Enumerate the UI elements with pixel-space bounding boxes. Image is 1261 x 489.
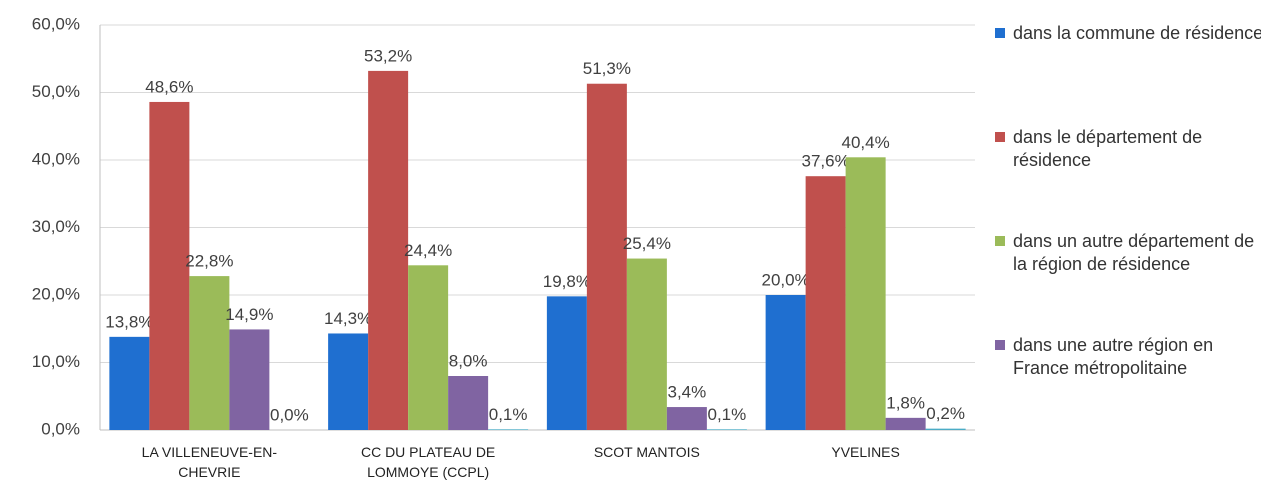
- y-tick-label: 60,0%: [32, 14, 80, 33]
- bar: [885, 417, 926, 430]
- x-tick-label: LA VILLENEUVE-EN-CHEVRIE: [141, 444, 278, 480]
- bar: [488, 429, 529, 430]
- legend-entry: dans un autre département de la région d…: [995, 230, 1261, 276]
- bar: [229, 329, 270, 430]
- bar: [626, 258, 667, 430]
- data-label: 22,8%: [185, 252, 233, 271]
- bar: [765, 295, 806, 430]
- bar: [149, 101, 190, 430]
- bar: [706, 429, 747, 430]
- bar: [109, 336, 150, 430]
- data-label: 14,9%: [225, 305, 273, 324]
- data-label: 3,4%: [668, 383, 707, 402]
- bar: [448, 376, 489, 430]
- data-label: 20,0%: [762, 270, 810, 289]
- legend-entry: dans une autre région en France métropol…: [995, 334, 1261, 380]
- data-label: 0,2%: [926, 404, 965, 423]
- data-label: 8,0%: [449, 351, 488, 370]
- y-tick-label: 0,0%: [41, 419, 80, 438]
- data-label: 0,0%: [270, 405, 309, 424]
- bar: [586, 83, 627, 430]
- y-tick-label: 50,0%: [32, 82, 80, 101]
- legend-entry: dans le département de résidence: [995, 126, 1261, 172]
- y-tick-label: 30,0%: [32, 217, 80, 236]
- y-tick-label: 40,0%: [32, 149, 80, 168]
- bar: [189, 276, 230, 430]
- legend-entry: dans la commune de résidence: [995, 22, 1261, 45]
- legend-swatch: [995, 236, 1005, 246]
- data-label: 24,4%: [404, 241, 452, 260]
- bar: [368, 70, 409, 431]
- data-label: 0,1%: [489, 405, 528, 424]
- data-label: 25,4%: [623, 234, 671, 253]
- bar: [408, 265, 449, 430]
- x-tick-label: SCOT MANTOIS: [593, 444, 700, 460]
- data-label: 48,6%: [145, 77, 193, 96]
- bar: [925, 428, 966, 430]
- data-label: 53,2%: [364, 46, 412, 65]
- data-label: 19,8%: [543, 272, 591, 291]
- bar: [805, 176, 846, 430]
- bar: [666, 407, 707, 430]
- bar: [546, 296, 587, 430]
- x-tick-label: CC DU PLATEAU DE LOMMOYE (CCPL): [360, 444, 496, 480]
- legend-swatch: [995, 340, 1005, 350]
- data-label: 1,8%: [886, 393, 925, 412]
- x-tick-label: YVELINES: [831, 444, 900, 460]
- y-tick-label: 20,0%: [32, 284, 80, 303]
- legend-swatch: [995, 132, 1005, 142]
- legend-swatch: [995, 28, 1005, 38]
- data-label: 14,3%: [324, 309, 372, 328]
- bar: [845, 157, 886, 431]
- data-label: 40,4%: [842, 133, 890, 152]
- data-label: 0,1%: [708, 405, 747, 424]
- y-tick-label: 10,0%: [32, 352, 80, 371]
- data-label: 51,3%: [583, 59, 631, 78]
- data-label: 37,6%: [802, 152, 850, 171]
- bar: [328, 333, 369, 430]
- data-label: 13,8%: [105, 312, 153, 331]
